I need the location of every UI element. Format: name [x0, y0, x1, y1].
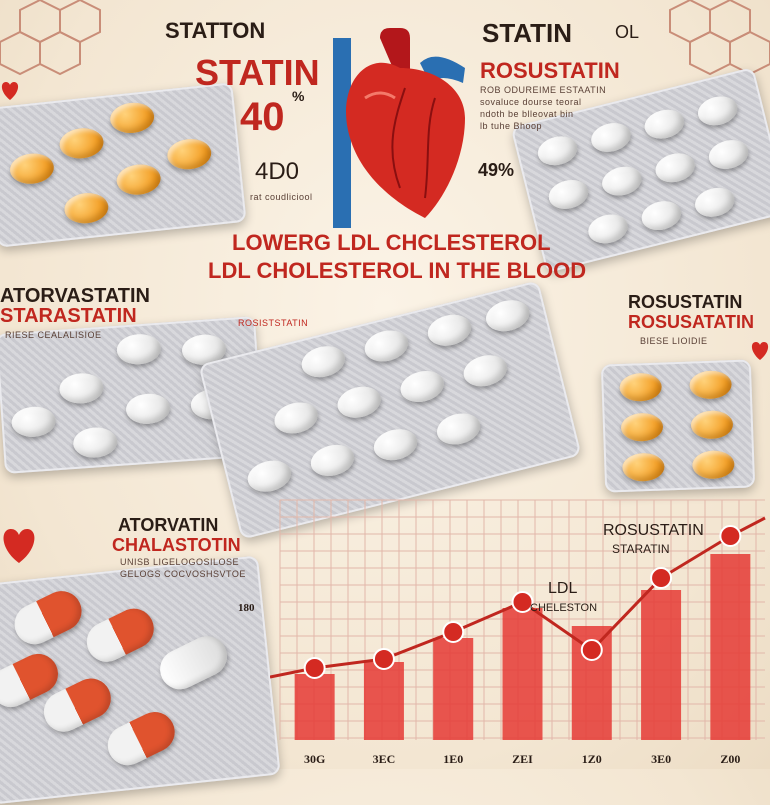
chart-point [442, 621, 465, 643]
heading-statin-right: STATIN [482, 18, 573, 48]
x-tick-label: 30G [304, 752, 325, 766]
molecule-icon [0, 0, 101, 76]
blister-pack-orange [600, 359, 756, 493]
chart-label-ldl: LDL [548, 580, 578, 597]
heart-icon [3, 529, 35, 563]
chart-bar [363, 662, 404, 740]
x-tick-label: ZEI [512, 752, 533, 766]
chart-bar [433, 638, 474, 740]
caption-text: sovaluce dourse teoral [480, 97, 582, 107]
heading-statin: STATIN [195, 52, 320, 93]
heading-rosusatatin: ROSUSATATIN [628, 312, 754, 332]
caption-text: GELOGS COCVOSHSVTOE [120, 569, 246, 579]
chart-bar [710, 554, 751, 740]
caption-text: lb tuhe Bhoop [480, 121, 543, 131]
heart-icon [333, 28, 465, 228]
caption-text: rat coudliciool [250, 192, 313, 202]
heading-number-2: 4D0 [255, 158, 300, 185]
chart-label-ldl-sub: CHELESTON [530, 602, 598, 614]
chart-point [580, 639, 603, 661]
chart-bar [294, 674, 335, 740]
caption-text: RIESE CEALALISIOE [5, 330, 102, 340]
heading-atorvastatin: ATORVASTATIN [0, 285, 150, 307]
blister-pack-orange [0, 82, 247, 248]
heading-rosustatin: ROSUSTATIN [480, 58, 620, 83]
molecule-icon [669, 0, 770, 76]
center-heading-1: LOWERG LDL CHCLESTEROL [232, 230, 551, 255]
heading-starastatin: STARASTATIN [0, 305, 137, 327]
heading-rosustatin-right: ROSUSTATIN [628, 292, 743, 312]
heading-atorvatin: ATORVATIN [118, 515, 219, 535]
x-tick-label: 3E0 [651, 752, 671, 766]
chart-point [511, 591, 534, 613]
x-tick-label: Z00 [720, 752, 740, 766]
center-heading-2: LDL CHOLESTEROL IN THE BLOOD [208, 258, 587, 283]
heading-percent-right: 49% [478, 160, 515, 180]
heading-statton: STATTON [165, 18, 266, 43]
heading-percent: % [292, 88, 305, 104]
heading-suffix-right: OL [615, 22, 640, 42]
x-tick-label: 3EC [373, 752, 396, 766]
caption-text: UNISB LIGELOGOSILOSE [120, 557, 240, 567]
caption-text: BIESE LIOIDIE [640, 336, 708, 346]
chart-label-staratin: STARATIN [612, 542, 670, 556]
chart-bar [502, 608, 543, 740]
heading-chalastotin: CHALASTOTIN [112, 535, 241, 555]
heading-number: 40 [240, 95, 285, 139]
heart-icon [751, 342, 769, 360]
x-tick-label: 1Z0 [582, 752, 602, 766]
blister-pack-capsules [0, 555, 281, 805]
chart-point [303, 657, 326, 679]
y-tick-label: 180 [238, 602, 255, 614]
chart-point [719, 525, 742, 547]
chart-bar [641, 590, 682, 740]
heart-icon [1, 82, 19, 100]
chart-point [650, 567, 673, 589]
scribble-text: ROSISTSTATIN [238, 318, 309, 328]
chart-label-rosustatin: ROSUSTATIN [603, 522, 704, 539]
ldl-chart: 30G 3EC 1E0 ZEI 1Z0 3E0 Z00 [270, 499, 766, 766]
caption-text: ndoth be blleovat bin [480, 109, 574, 119]
caption-text: ROB ODUREIME ESTAATIN [480, 85, 607, 95]
x-tick-label: 1E0 [443, 752, 463, 766]
chart-point [372, 648, 395, 670]
